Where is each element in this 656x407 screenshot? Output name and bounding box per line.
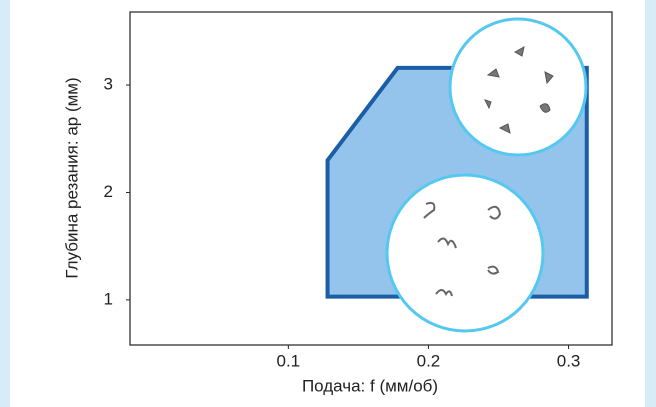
x-tick-label: 0.2 (417, 351, 441, 370)
chip-circle (450, 19, 586, 155)
y-tick-label: 3 (104, 75, 113, 94)
chip-circle (387, 175, 543, 331)
x-tick-label: 0.1 (277, 351, 301, 370)
x-tick-label: 0.3 (557, 351, 581, 370)
y-tick-label: 2 (104, 182, 113, 201)
side-band (0, 0, 10, 407)
y-tick-label: 1 (104, 289, 113, 308)
x-axis-label: Подача: f (мм/об) (302, 376, 438, 395)
chart: Подача: f (мм/об) Глубина резания: ap (м… (0, 0, 656, 407)
y-axis-label: Глубина резания: ap (мм) (62, 77, 81, 278)
side-band (645, 0, 656, 407)
